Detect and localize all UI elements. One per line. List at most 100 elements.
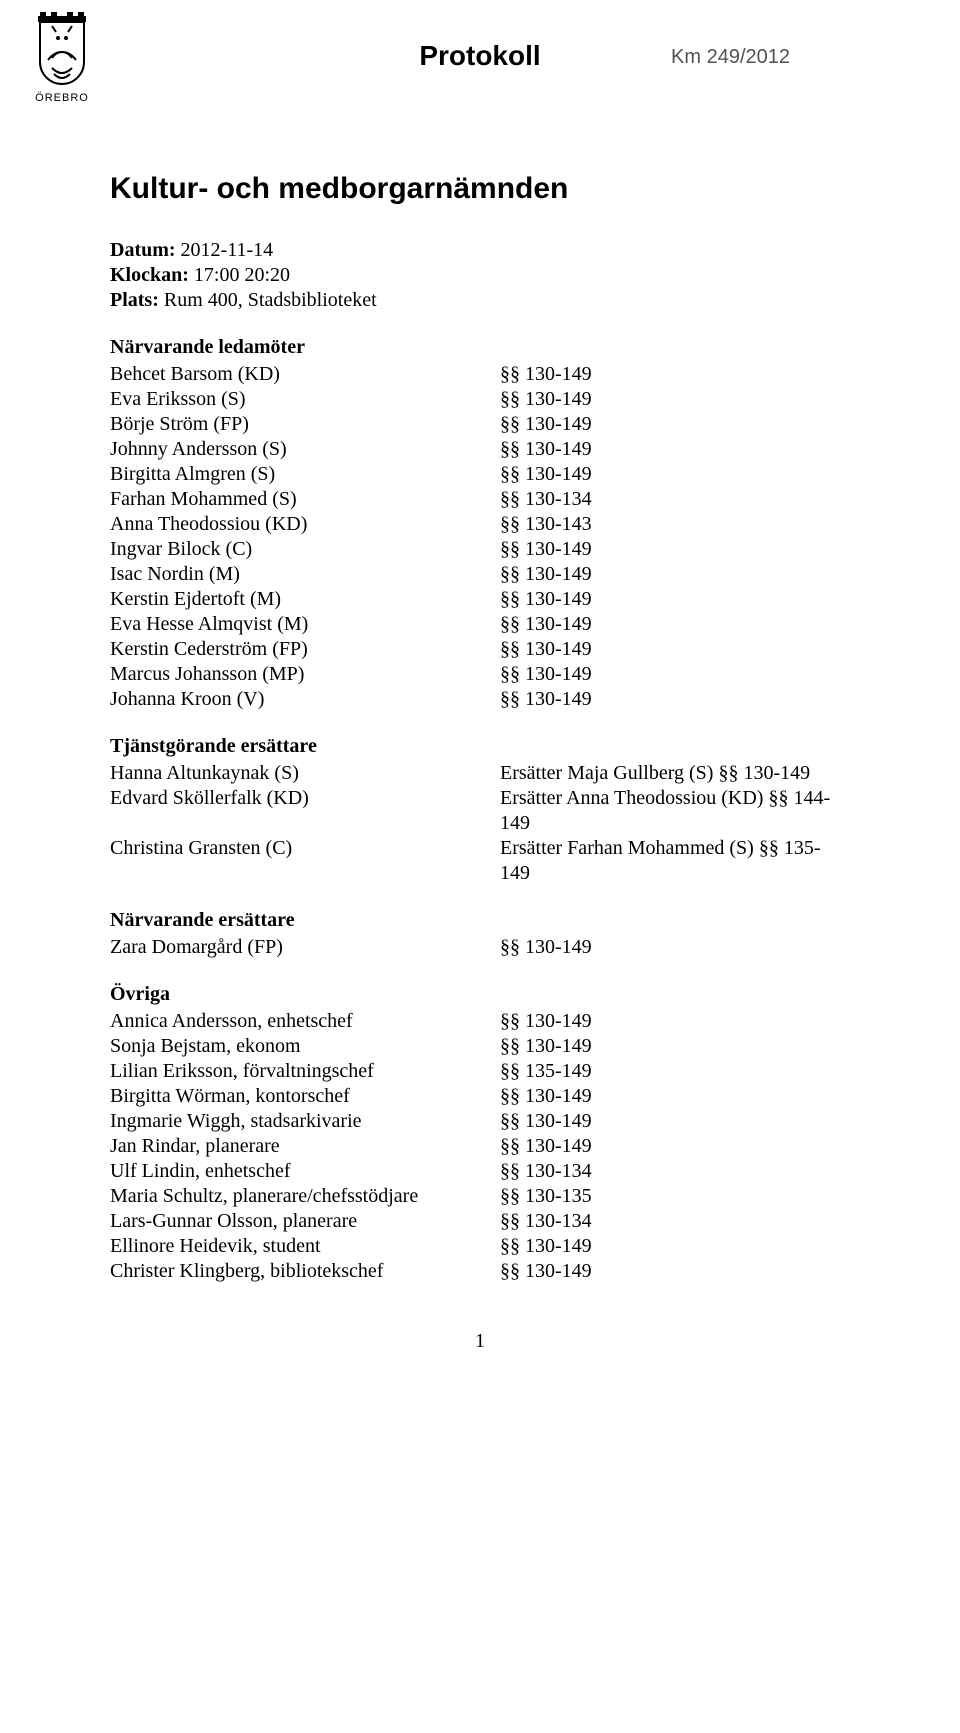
row-range: §§ 130-149 bbox=[500, 935, 850, 960]
row-range: §§ 130-134 bbox=[500, 1159, 850, 1184]
row-range: Ersätter Maja Gullberg (S) §§ 130-149 bbox=[500, 761, 850, 786]
list-row: Edvard Sköllerfalk (KD)Ersätter Anna The… bbox=[110, 786, 850, 836]
row-name: Birgitta Wörman, kontorschef bbox=[110, 1084, 500, 1109]
page-title: Kultur- och medborgarnämnden bbox=[110, 170, 850, 208]
row-range: §§ 130-149 bbox=[500, 687, 850, 712]
row-range: §§ 135-149 bbox=[500, 1059, 850, 1084]
list-row: Lilian Eriksson, förvaltningschef§§ 135-… bbox=[110, 1059, 850, 1084]
row-range: §§ 130-149 bbox=[500, 612, 850, 637]
list-row: Eva Eriksson (S)§§ 130-149 bbox=[110, 387, 850, 412]
list-row: Ellinore Heidevik, student§§ 130-149 bbox=[110, 1234, 850, 1259]
row-name: Eva Hesse Almqvist (M) bbox=[110, 612, 500, 637]
section-tjanstgorande: Tjänstgörande ersättare bbox=[110, 734, 850, 759]
row-name: Behcet Barsom (KD) bbox=[110, 362, 500, 387]
list-row: Ingmarie Wiggh, stadsarkivarie§§ 130-149 bbox=[110, 1109, 850, 1134]
row-range: §§ 130-149 bbox=[500, 362, 850, 387]
row-name: Isac Nordin (M) bbox=[110, 562, 500, 587]
plats-value: Rum 400, Stadsbiblioteket bbox=[164, 289, 377, 311]
section-narvarande-ledamoter: Närvarande ledamöter bbox=[110, 335, 850, 360]
row-range: §§ 130-143 bbox=[500, 512, 850, 537]
list-row: Lars-Gunnar Olsson, planerare§§ 130-134 bbox=[110, 1209, 850, 1234]
row-name: Marcus Johansson (MP) bbox=[110, 662, 500, 687]
page-number: 1 bbox=[110, 1329, 850, 1354]
list-row: Farhan Mohammed (S)§§ 130-134 bbox=[110, 487, 850, 512]
list-row: Annica Andersson, enhetschef§§ 130-149 bbox=[110, 1009, 850, 1034]
row-name: Jan Rindar, planerare bbox=[110, 1134, 500, 1159]
klockan-label: Klockan: bbox=[110, 264, 189, 286]
list-row: Christina Gransten (C)Ersätter Farhan Mo… bbox=[110, 836, 850, 886]
row-name: Lilian Eriksson, förvaltningschef bbox=[110, 1059, 500, 1084]
row-range: §§ 130-149 bbox=[500, 1259, 850, 1284]
meta-klockan: Klockan: 17:00 20:20 bbox=[110, 263, 850, 288]
row-name: Annica Andersson, enhetschef bbox=[110, 1009, 500, 1034]
row-range: §§ 130-134 bbox=[500, 487, 850, 512]
list-row: Isac Nordin (M)§§ 130-149 bbox=[110, 562, 850, 587]
klockan-value: 17:00 20:20 bbox=[194, 264, 290, 286]
row-name: Johnny Andersson (S) bbox=[110, 437, 500, 462]
row-name: Christina Gransten (C) bbox=[110, 836, 500, 886]
row-range: §§ 130-149 bbox=[500, 662, 850, 687]
row-name: Ingvar Bilock (C) bbox=[110, 537, 500, 562]
list-row: Birgitta Wörman, kontorschef§§ 130-149 bbox=[110, 1084, 850, 1109]
row-name: Edvard Sköllerfalk (KD) bbox=[110, 786, 500, 836]
row-range: Ersätter Farhan Mohammed (S) §§ 135-149 bbox=[500, 836, 850, 886]
document-reference: Km 249/2012 bbox=[671, 45, 790, 70]
row-range: §§ 130-149 bbox=[500, 462, 850, 487]
row-name: Ellinore Heidevik, student bbox=[110, 1234, 500, 1259]
page: ÖREBRO Protokoll Km 249/2012 Kultur- och… bbox=[0, 0, 960, 1414]
list-row: Börje Ström (FP)§§ 130-149 bbox=[110, 412, 850, 437]
datum-value: 2012-11-14 bbox=[181, 239, 274, 261]
list-row: Christer Klingberg, bibliotekschef§§ 130… bbox=[110, 1259, 850, 1284]
list-row: Ingvar Bilock (C)§§ 130-149 bbox=[110, 537, 850, 562]
row-range: §§ 130-149 bbox=[500, 562, 850, 587]
plats-label: Plats: bbox=[110, 289, 159, 311]
list-row: Eva Hesse Almqvist (M)§§ 130-149 bbox=[110, 612, 850, 637]
row-range: §§ 130-149 bbox=[500, 1009, 850, 1034]
row-range: §§ 130-134 bbox=[500, 1209, 850, 1234]
list-row: Johnny Andersson (S)§§ 130-149 bbox=[110, 437, 850, 462]
row-range: §§ 130-149 bbox=[500, 437, 850, 462]
crest-label: ÖREBRO bbox=[28, 92, 96, 106]
row-name: Kerstin Cederström (FP) bbox=[110, 637, 500, 662]
row-name: Eva Eriksson (S) bbox=[110, 387, 500, 412]
row-name: Christer Klingberg, bibliotekschef bbox=[110, 1259, 500, 1284]
row-name: Anna Theodossiou (KD) bbox=[110, 512, 500, 537]
section-ovriga: Övriga bbox=[110, 982, 850, 1007]
list-row: Johanna Kroon (V)§§ 130-149 bbox=[110, 687, 850, 712]
row-name: Maria Schultz, planerare/chefsstödjare bbox=[110, 1184, 500, 1209]
row-name: Zara Domargård (FP) bbox=[110, 935, 500, 960]
row-name: Birgitta Almgren (S) bbox=[110, 462, 500, 487]
section-narvarande-ersattare: Närvarande ersättare bbox=[110, 908, 850, 933]
list-row: Hanna Altunkaynak (S)Ersätter Maja Gullb… bbox=[110, 761, 850, 786]
list-tjanstgorande: Hanna Altunkaynak (S)Ersätter Maja Gullb… bbox=[110, 761, 850, 886]
row-name: Johanna Kroon (V) bbox=[110, 687, 500, 712]
list-narvarande-ers: Zara Domargård (FP)§§ 130-149 bbox=[110, 935, 850, 960]
list-row: Anna Theodossiou (KD)§§ 130-143 bbox=[110, 512, 850, 537]
list-row: Birgitta Almgren (S)§§ 130-149 bbox=[110, 462, 850, 487]
row-name: Kerstin Ejdertoft (M) bbox=[110, 587, 500, 612]
datum-label: Datum: bbox=[110, 239, 176, 261]
list-ledamoter: Behcet Barsom (KD)§§ 130-149Eva Eriksson… bbox=[110, 362, 850, 712]
row-range: §§ 130-149 bbox=[500, 537, 850, 562]
meta-datum: Datum: 2012-11-14 bbox=[110, 238, 850, 263]
list-ovriga: Annica Andersson, enhetschef§§ 130-149So… bbox=[110, 1009, 850, 1284]
list-row: Zara Domargård (FP)§§ 130-149 bbox=[110, 935, 850, 960]
row-name: Ingmarie Wiggh, stadsarkivarie bbox=[110, 1109, 500, 1134]
row-range: §§ 130-149 bbox=[500, 587, 850, 612]
list-row: Sonja Bejstam, ekonom§§ 130-149 bbox=[110, 1034, 850, 1059]
list-row: Kerstin Cederström (FP)§§ 130-149 bbox=[110, 637, 850, 662]
row-range: §§ 130-149 bbox=[500, 1034, 850, 1059]
row-name: Sonja Bejstam, ekonom bbox=[110, 1034, 500, 1059]
row-name: Farhan Mohammed (S) bbox=[110, 487, 500, 512]
row-name: Hanna Altunkaynak (S) bbox=[110, 761, 500, 786]
header-line: Protokoll bbox=[0, 38, 960, 73]
row-range: §§ 130-149 bbox=[500, 412, 850, 437]
list-row: Jan Rindar, planerare§§ 130-149 bbox=[110, 1134, 850, 1159]
list-row: Marcus Johansson (MP)§§ 130-149 bbox=[110, 662, 850, 687]
document-type: Protokoll bbox=[419, 38, 540, 73]
row-name: Börje Ström (FP) bbox=[110, 412, 500, 437]
meta-plats: Plats: Rum 400, Stadsbiblioteket bbox=[110, 288, 850, 313]
row-range: §§ 130-149 bbox=[500, 1084, 850, 1109]
row-range: Ersätter Anna Theodossiou (KD) §§ 144-14… bbox=[500, 786, 850, 836]
list-row: Ulf Lindin, enhetschef§§ 130-134 bbox=[110, 1159, 850, 1184]
